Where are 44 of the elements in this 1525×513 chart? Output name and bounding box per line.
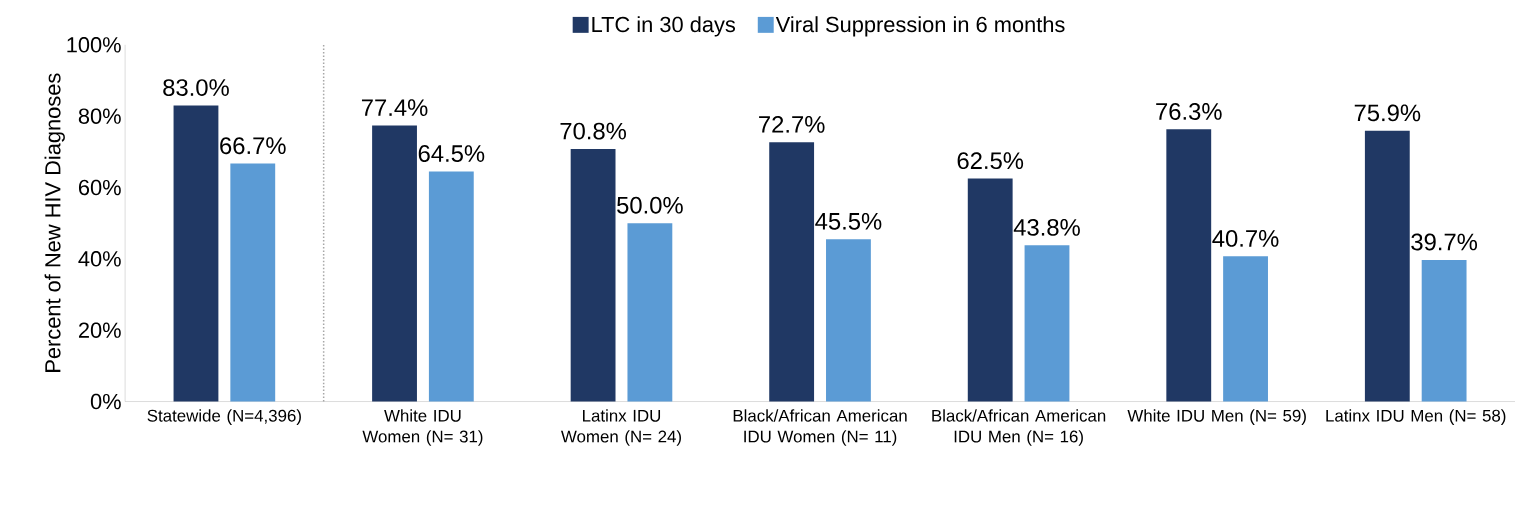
data-label: 40.7% <box>1212 229 1279 247</box>
bar <box>570 148 616 402</box>
bar <box>1024 245 1070 402</box>
bar <box>428 171 474 402</box>
data-label: 70.8% <box>560 122 627 140</box>
bar <box>1223 256 1268 402</box>
data-label: 43.8% <box>1013 218 1080 236</box>
data-label: 83.0% <box>163 79 229 96</box>
legend-label: LTC in 30 days <box>592 16 736 37</box>
y-tick-label: 20% <box>78 322 121 338</box>
y-tick-label: 60% <box>78 179 121 196</box>
x-tick-label: White IDU Women (N= 31) <box>362 409 483 446</box>
y-tick-label: 100% <box>67 37 121 53</box>
legend-label: Viral Suppression in 6 months <box>775 16 1065 37</box>
data-label: 66.7% <box>220 137 286 155</box>
data-label: 72.7% <box>759 115 825 133</box>
data-label: 75.9% <box>1354 104 1421 122</box>
data-label: 64.5% <box>418 145 485 162</box>
bar <box>1166 129 1212 402</box>
data-label: 50.0% <box>617 196 683 214</box>
x-tick-label: Statewide (N=4,396) <box>147 409 301 425</box>
data-label: 62.5% <box>957 152 1024 170</box>
bar <box>372 125 417 402</box>
bar <box>173 105 219 402</box>
bar <box>1364 130 1410 402</box>
data-label: 77.4% <box>361 99 428 116</box>
y-tick-label: 0% <box>90 393 121 410</box>
bar <box>826 239 871 402</box>
data-label: 76.3% <box>1156 102 1222 120</box>
data-label: 45.5% <box>815 212 882 230</box>
data-label: 39.7% <box>1411 233 1478 251</box>
bar <box>1421 259 1467 402</box>
y-axis-title: Percent of New HIV Diagnoses <box>44 73 65 372</box>
bar <box>627 223 673 402</box>
x-tick-label: Latinx IDU Women (N= 24) <box>561 409 681 446</box>
x-tick-label: Latinx IDU Men (N= 58) <box>1326 409 1506 425</box>
y-tick-label: 80% <box>78 108 121 124</box>
x-tick-label: Black/African American IDU Women (N= 11) <box>733 409 907 446</box>
y-tick-label: 40% <box>78 251 121 267</box>
bar <box>769 142 815 402</box>
bar <box>967 178 1013 402</box>
bar <box>230 163 276 402</box>
x-tick-label: White IDU Men (N= 59) <box>1127 409 1306 425</box>
x-tick-label: Black/African American IDU Men (N= 16) <box>932 409 1106 446</box>
